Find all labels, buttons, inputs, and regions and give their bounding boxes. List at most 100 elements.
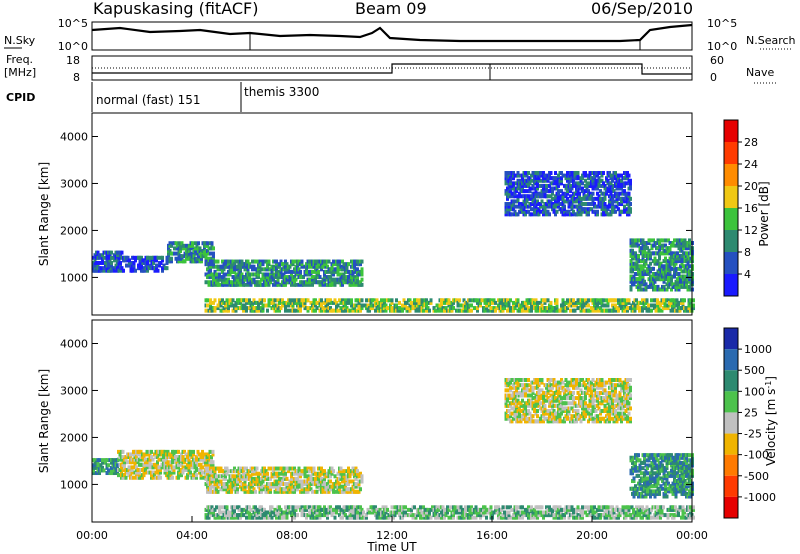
scatter-cell-velocity <box>159 467 162 472</box>
scatter-cell-power <box>291 262 295 267</box>
scatter-cell-power <box>360 277 364 282</box>
scatter-cell-velocity <box>516 513 520 518</box>
scatter-cell-velocity <box>177 465 180 470</box>
scatter-cell-power <box>603 194 607 199</box>
scatter-cell-power <box>643 248 646 253</box>
scatter-cell-power <box>395 298 398 303</box>
scatter-cell-velocity <box>384 510 388 515</box>
scatter-cell-velocity <box>156 460 159 465</box>
scatter-cell-power <box>147 266 151 271</box>
scatter-cell-power <box>668 300 671 305</box>
scatter-cell-velocity <box>416 513 419 518</box>
scatter-cell-velocity <box>243 482 247 487</box>
scatter-cell-velocity <box>171 475 174 480</box>
scatter-cell-power <box>688 279 691 284</box>
scatter-cell-power <box>680 284 684 289</box>
scatter-cell-power <box>384 308 388 313</box>
scatter-cell-power <box>620 173 623 178</box>
scatter-cell-velocity <box>560 510 563 515</box>
scatter-cell-velocity <box>172 467 176 472</box>
scatter-cell-velocity <box>297 505 301 510</box>
scatter-cell-power <box>323 272 326 277</box>
scatter-cell-velocity <box>570 505 574 510</box>
scatter-cell-velocity <box>206 471 209 476</box>
scatter-cell-power <box>686 241 690 246</box>
scatter-cell-power <box>516 171 520 176</box>
scatter-cell-power <box>640 259 643 264</box>
scatter-cell-velocity <box>348 479 352 484</box>
scatter-cell-velocity <box>195 460 198 465</box>
scatter-cell-power <box>326 308 329 313</box>
scatter-cell-power <box>664 238 667 243</box>
scatter-cell-power <box>507 204 511 209</box>
scatter-cell-velocity <box>342 487 346 492</box>
scatter-cell-power <box>258 264 262 269</box>
scatter-cell-power <box>549 303 553 308</box>
scatter-cell-power <box>650 298 653 303</box>
scatter-cell-velocity <box>411 513 415 518</box>
scatter-cell-velocity <box>635 513 638 518</box>
scatter-cell-velocity <box>548 505 551 510</box>
scatter-cell-power <box>308 262 311 267</box>
scatter-cell-power <box>390 298 394 303</box>
scatter-cell-velocity <box>630 505 634 510</box>
scatter-cell-power <box>212 254 215 259</box>
scatter-cell-power <box>119 260 122 265</box>
scatter-cell-velocity <box>221 474 224 479</box>
scatter-cell-power <box>96 263 100 268</box>
scatter-cell-power <box>587 212 590 217</box>
scatter-cell-velocity <box>474 515 478 520</box>
scatter-cell-power <box>507 209 511 214</box>
scatter-cell-power <box>401 308 404 313</box>
scatter-cell-velocity <box>166 449 170 454</box>
scatter-cell-velocity <box>135 473 138 478</box>
scatter-cell-velocity <box>121 467 125 472</box>
scatter-cell-velocity <box>506 505 509 510</box>
scatter-cell-power <box>270 275 274 280</box>
scatter-cell-power <box>155 266 158 271</box>
scatter-cell-power <box>524 202 527 207</box>
scatter-cell-power <box>333 280 337 285</box>
scatter-cell-power <box>581 181 584 186</box>
scatter-cell-power <box>623 207 626 212</box>
scatter-cell-power <box>561 306 565 311</box>
scatter-cell-velocity <box>513 510 517 515</box>
scatter-cell-power <box>452 306 455 311</box>
scatter-cell-velocity <box>258 507 262 512</box>
scatter-cell-power <box>195 243 199 248</box>
scatter-cell-power <box>332 308 335 313</box>
scatter-cell-power <box>539 204 542 209</box>
scatter-cell-velocity <box>357 474 361 479</box>
scatter-cell-power <box>677 284 681 289</box>
scatter-cell-power <box>618 212 622 217</box>
scatter-cell-power <box>561 194 565 199</box>
scatter-cell-power <box>620 202 623 207</box>
scatter-cell-velocity <box>387 515 391 520</box>
scatter-cell-power <box>572 209 575 214</box>
scatter-cell-velocity <box>208 449 212 454</box>
scatter-cell-velocity <box>300 487 304 492</box>
scatter-cell-power <box>374 303 377 308</box>
scatter-cell-power <box>573 181 577 186</box>
scatter-cell-velocity <box>102 468 106 473</box>
scatter-cell-power <box>570 186 574 191</box>
scatter-cell-power <box>516 178 520 183</box>
scatter-cell-power <box>540 199 544 204</box>
scatter-cell-power <box>620 183 623 188</box>
scatter-cell-power <box>204 259 208 264</box>
scatter-cell-velocity <box>501 505 505 510</box>
scatter-cell-power <box>320 267 323 272</box>
scatter-cell-power <box>485 300 488 305</box>
scatter-cell-velocity <box>151 470 155 475</box>
scatter-cell-power <box>557 191 560 196</box>
scatter-cell-power <box>347 298 350 303</box>
scatter-cell-velocity <box>175 455 179 460</box>
scatter-cell-power <box>652 266 655 271</box>
scatter-cell-power <box>383 298 386 303</box>
scatter-cell-power <box>126 255 130 260</box>
scatter-cell-power <box>213 306 217 311</box>
scatter-cell-velocity <box>557 507 560 512</box>
scatter-cell-velocity <box>183 460 186 465</box>
scatter-cell-power <box>257 267 260 272</box>
scatter-cell-velocity <box>314 471 317 476</box>
